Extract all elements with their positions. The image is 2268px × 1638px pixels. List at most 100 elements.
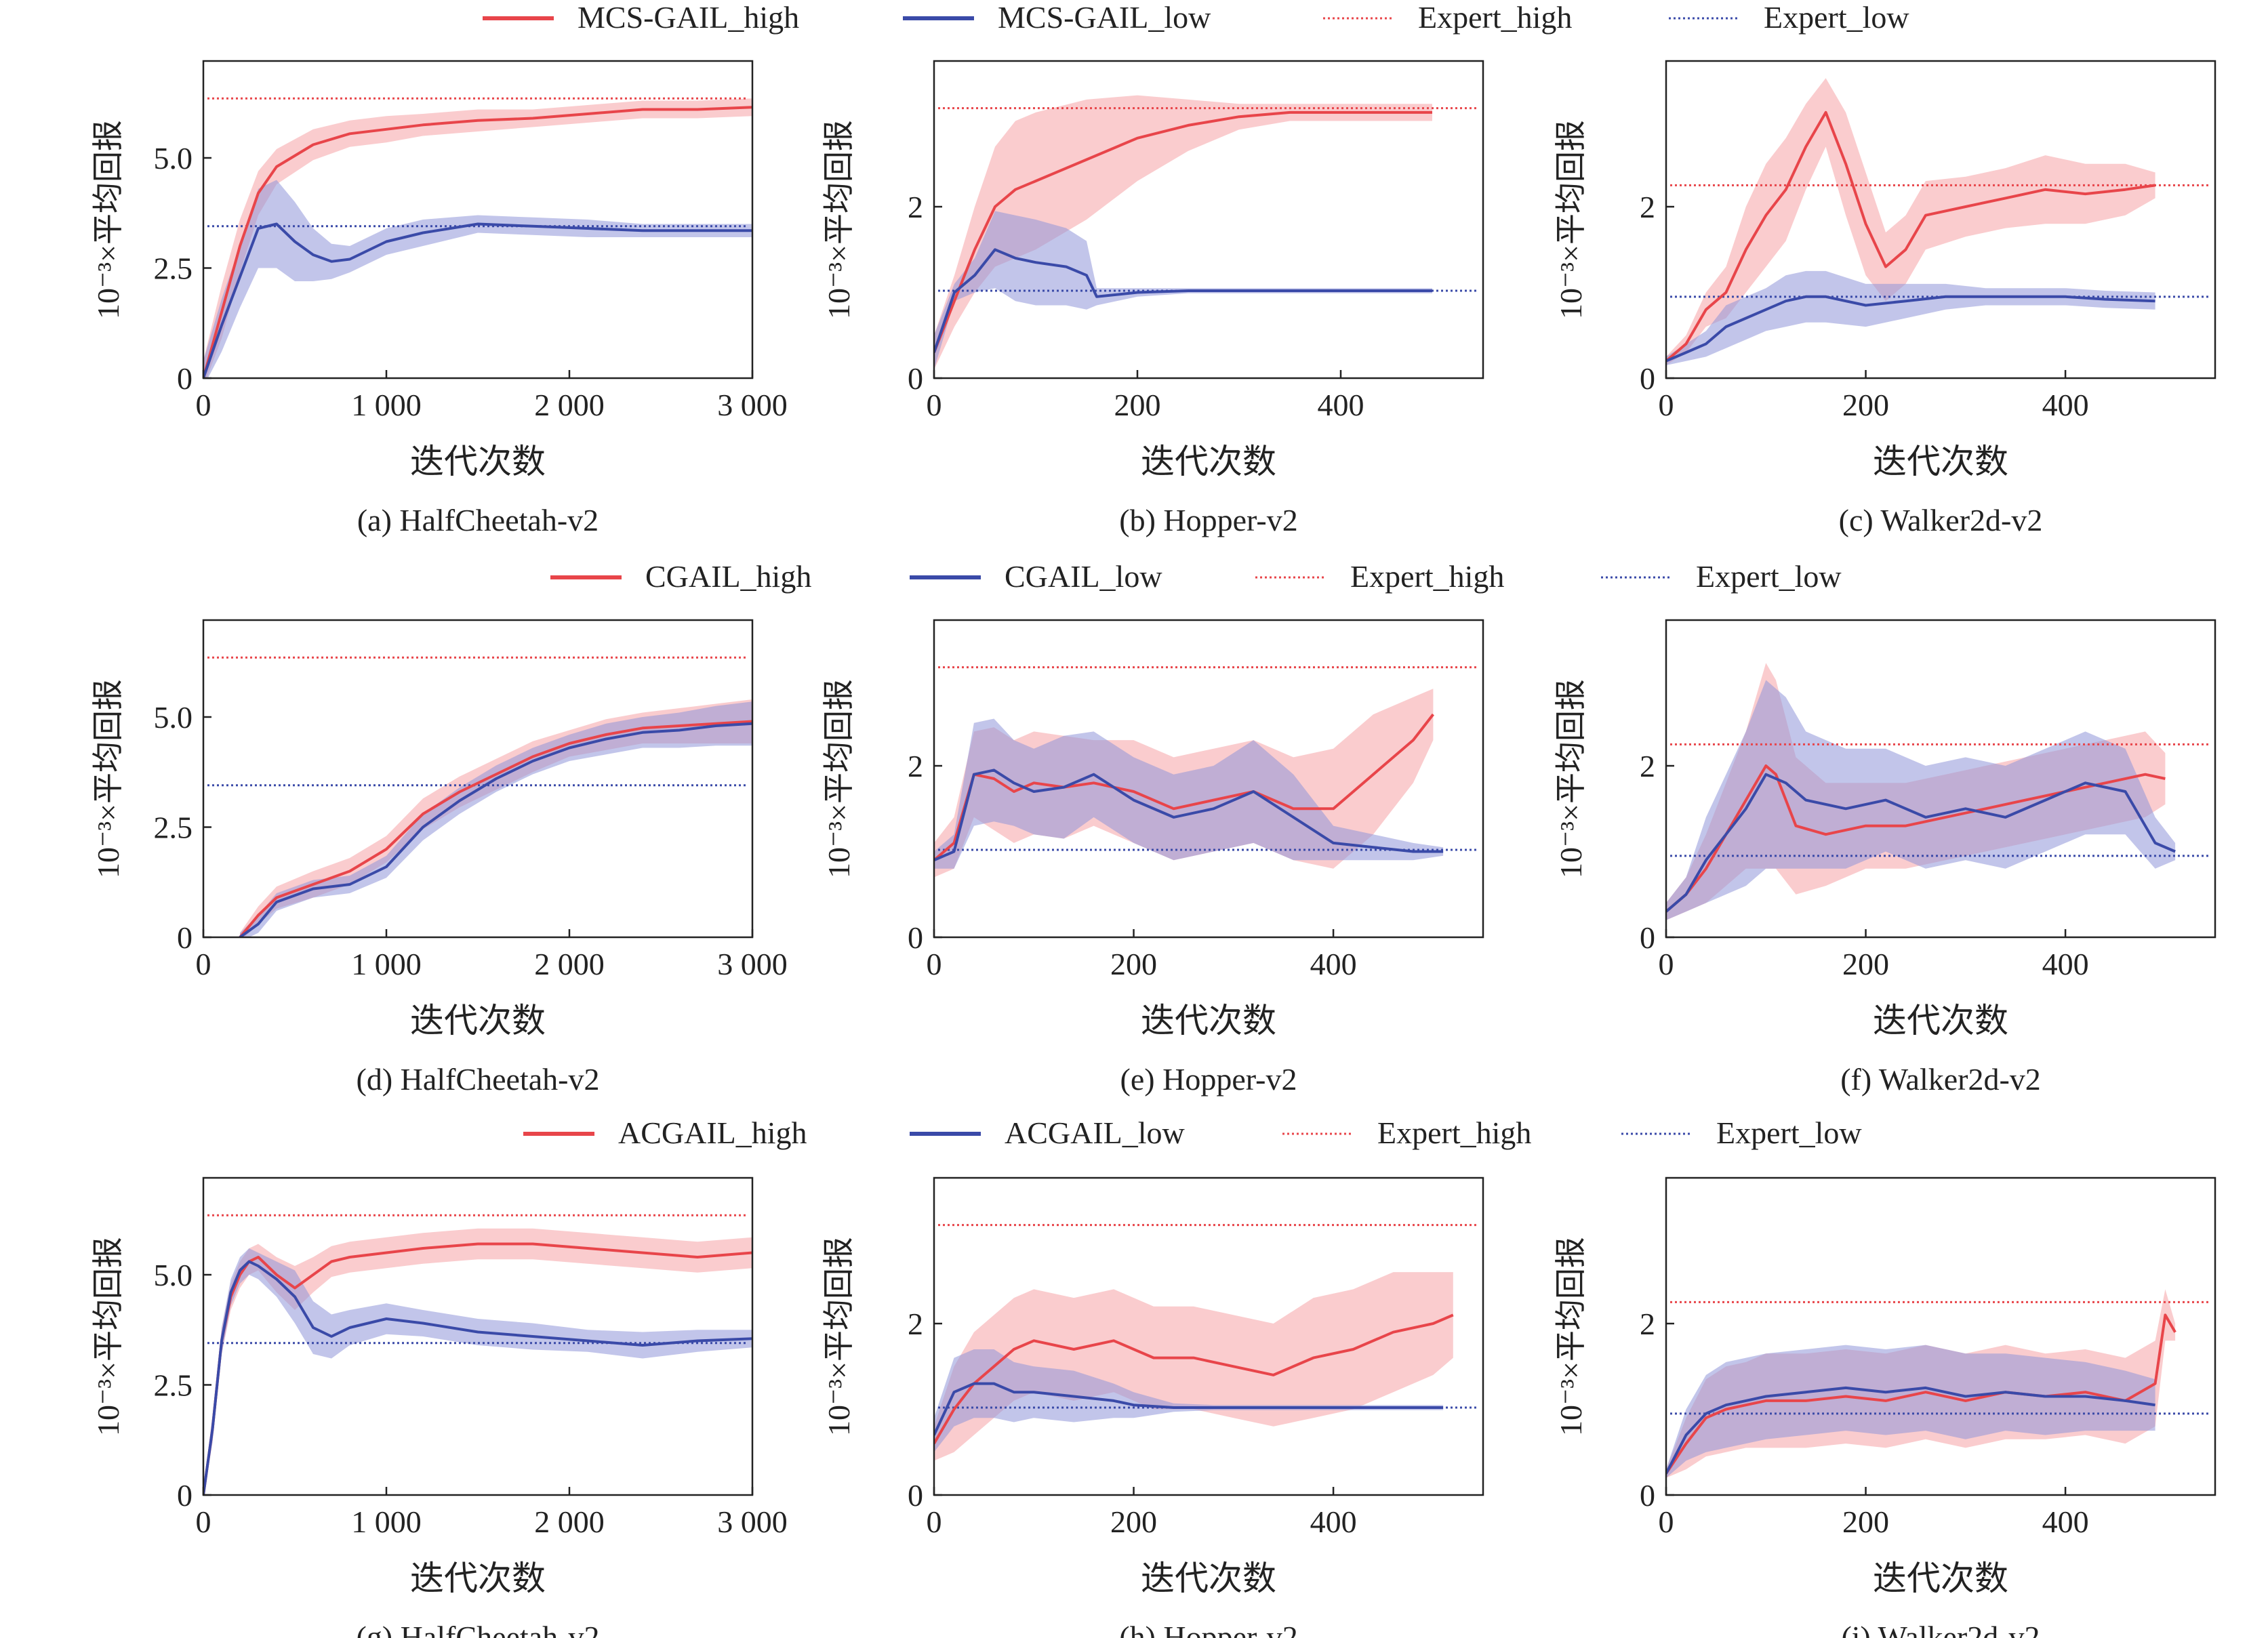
chart-panel: 0 200 400 0 2 迭代次数 10⁻³×平均回报 (i) Walker2d-v2 <box>1554 1176 2216 1638</box>
x-tick-label: 200 <box>1842 1504 1889 1539</box>
panel-caption: (e) Hopper-v2 <box>1120 1062 1297 1097</box>
confidence-band <box>1666 78 2155 366</box>
series-line <box>1666 1386 2155 1475</box>
confidence-band <box>1666 680 2176 920</box>
y-tick-label: 2.5 <box>154 811 193 845</box>
plot-frame <box>1665 60 2216 380</box>
series-line <box>239 720 752 937</box>
legend-label: CGAIL_high <box>645 559 811 594</box>
x-tick-label: 0 <box>927 1504 942 1539</box>
x-axis-label: 迭代次数 <box>1873 443 2008 480</box>
y-tick-label: 2 <box>908 749 923 783</box>
x-tick-label: 400 <box>2042 388 2089 422</box>
y-tick-label: 0 <box>1640 361 1655 396</box>
panel-caption: (h) Hopper-v2 <box>1119 1620 1298 1638</box>
x-tick-label: 3 000 <box>717 1504 788 1539</box>
legend-row-3: ACGAIL_high ACGAIL_low Expert_high Expert_l… <box>523 1115 1862 1150</box>
plot-frame <box>933 1176 1484 1496</box>
legend-label: MCS-GAIL_low <box>998 0 1211 35</box>
chart-panel: 0 200 400 0 2 迭代次数 10⁻³×平均回报 (c) Walker2d-v2 <box>1554 60 2216 537</box>
x-axis-label: 迭代次数 <box>1141 1002 1276 1040</box>
legend-label: Expert_high <box>1350 559 1504 594</box>
x-tick-label: 400 <box>1318 388 1364 422</box>
y-tick-label: 0 <box>1640 920 1655 955</box>
series-line <box>239 722 752 937</box>
x-tick-label: 200 <box>1110 947 1157 981</box>
x-tick-label: 3 000 <box>717 947 788 981</box>
confidence-band <box>934 1272 1453 1461</box>
legend-label: ACGAIL_low <box>1005 1115 1186 1150</box>
plot-frame <box>202 619 754 939</box>
panel-caption: (a) HalfCheetah-v2 <box>357 503 599 537</box>
x-axis-label: 迭代次数 <box>1873 1002 2008 1040</box>
x-tick-label: 0 <box>1659 1504 1674 1539</box>
chart-panel: 0 1 000 2 000 3 000 0 2.5 5.0 迭代次数 10⁻³×平均回报 (d) … <box>91 619 788 1097</box>
x-tick-label: 0 <box>1659 947 1674 981</box>
series-line <box>203 1242 752 1495</box>
legend-label: Expert_low <box>1696 559 1842 594</box>
confidence-band <box>1666 1345 2155 1478</box>
series-line <box>934 713 1434 861</box>
confidence-band <box>1666 270 2155 365</box>
x-tick-label: 400 <box>1310 1504 1357 1539</box>
y-tick-label: 2.5 <box>154 1368 193 1403</box>
y-tick-label: 2.5 <box>154 251 193 286</box>
y-tick-label: 0 <box>908 1478 923 1513</box>
x-tick-label: 0 <box>927 947 942 981</box>
x-tick-label: 200 <box>1842 388 1889 422</box>
y-tick-label: 2 <box>908 190 923 224</box>
y-tick-label: 0 <box>908 361 923 396</box>
chart-panel: 0 200 400 0 2 迭代次数 10⁻³×平均回报 (h) Hopper-v2 <box>822 1176 1484 1638</box>
plot-area <box>934 1224 1479 1461</box>
y-tick-label: 0 <box>1640 1478 1655 1513</box>
panel-caption: (b) Hopper-v2 <box>1119 503 1298 537</box>
y-tick-label: 2 <box>1640 749 1655 783</box>
x-axis-label: 迭代次数 <box>1141 443 1276 480</box>
y-tick-label: 0 <box>177 920 193 955</box>
y-axis-label: 10⁻³×平均回报 <box>1554 1237 1588 1436</box>
series-line <box>934 769 1444 862</box>
y-tick-label: 2 <box>1640 1307 1655 1341</box>
panel-caption: (g) HalfCheetah-v2 <box>357 1620 600 1638</box>
plot-frame <box>933 619 1484 939</box>
legend-label: Expert_high <box>1377 1115 1531 1150</box>
x-tick-label: 1 000 <box>351 1504 422 1539</box>
legend-label: Expert_low <box>1764 0 1909 35</box>
plot-frame <box>1665 1176 2216 1496</box>
y-axis-label: 10⁻³×平均回报 <box>822 120 856 319</box>
confidence-band <box>203 180 752 378</box>
x-tick-label: 0 <box>927 388 942 422</box>
x-axis-label: 迭代次数 <box>410 1559 546 1597</box>
series-line <box>1666 1313 2176 1475</box>
x-tick-label: 0 <box>1659 388 1674 422</box>
series-line <box>1666 110 2155 363</box>
plot-frame <box>202 1176 754 1496</box>
y-tick-label: 0 <box>177 361 193 396</box>
x-tick-label: 200 <box>1110 1504 1157 1539</box>
panel-caption: (i) Walker2d-v2 <box>1841 1620 2040 1638</box>
series-line <box>1666 773 2176 913</box>
x-axis-label: 迭代次数 <box>410 1002 546 1040</box>
series-line <box>203 106 752 378</box>
x-tick-label: 0 <box>196 947 211 981</box>
y-tick-label: 5.0 <box>154 700 193 735</box>
legend-label: MCS-GAIL_high <box>578 0 799 35</box>
chart-panel: 0 1 000 2 000 3 000 0 2.5 5.0 迭代次数 10⁻³×平均回报 (g) … <box>91 1176 788 1638</box>
y-tick-label: 0 <box>177 1478 193 1513</box>
plot-frame <box>1665 619 2216 939</box>
plot-area <box>1666 1289 2211 1478</box>
chart-panel: 0 200 400 0 2 迭代次数 10⁻³×平均回报 (b) Hopper-v2 <box>822 60 1484 537</box>
plot-area <box>203 97 752 378</box>
plot-area <box>934 666 1479 878</box>
legend-row-1: MCS-GAIL_high MCS-GAIL_low Expert_high Expe… <box>483 0 1909 35</box>
y-tick-label: 5.0 <box>154 1258 193 1292</box>
y-axis-label: 10⁻³×平均回报 <box>1554 679 1588 878</box>
x-tick-label: 2 000 <box>534 947 605 981</box>
confidence-band <box>203 1248 752 1495</box>
series-line <box>934 1313 1454 1445</box>
x-tick-label: 0 <box>196 388 211 422</box>
panel-caption: (c) Walker2d-v2 <box>1839 503 2043 537</box>
series-line <box>934 248 1432 353</box>
